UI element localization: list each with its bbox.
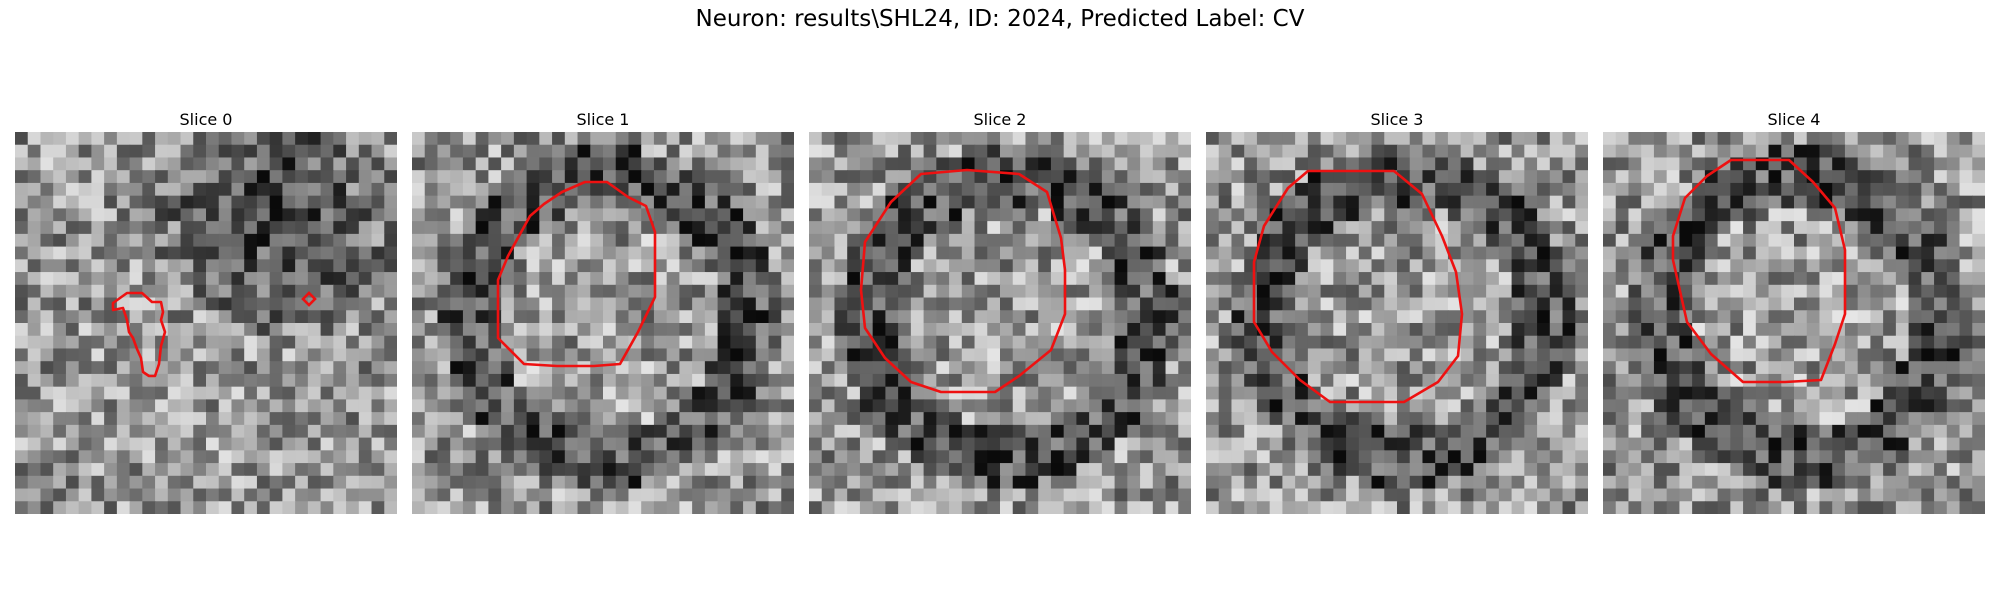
slice-image — [412, 132, 794, 514]
segmentation-contour — [1671, 158, 1847, 384]
slice-title: Slice 4 — [1767, 110, 1821, 129]
slice-image — [15, 132, 397, 514]
slice-image — [809, 132, 1191, 514]
slice-title: Slice 1 — [576, 110, 630, 129]
slice-panel-2: Slice 2 — [809, 108, 1191, 514]
segmentation-contour — [496, 180, 657, 368]
slice-image — [1206, 132, 1588, 514]
slice-title: Slice 2 — [973, 110, 1027, 129]
segmentation-contour — [1252, 169, 1464, 404]
slice-panel-1: Slice 1 — [412, 108, 794, 514]
segmentation-contour — [859, 168, 1067, 394]
slice-title: Slice 3 — [1370, 110, 1424, 129]
slice-title: Slice 0 — [179, 110, 233, 129]
segmentation-contour — [301, 291, 317, 307]
slice-image — [1603, 132, 1985, 514]
figure-title: Neuron: results\SHL24, ID: 2024, Predict… — [695, 6, 1305, 32]
slice-panel-0: Slice 0 — [15, 108, 397, 514]
slice-panel-4: Slice 4 — [1603, 108, 1985, 514]
slice-panel-3: Slice 3 — [1206, 108, 1588, 514]
segmentation-contour — [111, 291, 167, 378]
